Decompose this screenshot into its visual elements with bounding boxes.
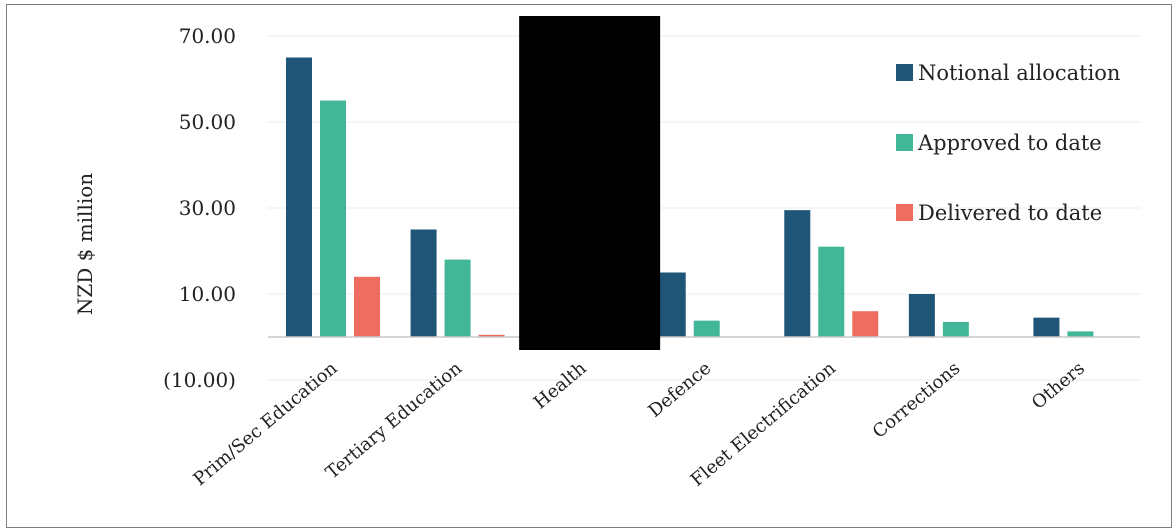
y-tick-label: 10.00	[179, 282, 236, 306]
bar-delivered-to-date	[478, 334, 505, 337]
bar-notional-allocation	[1033, 317, 1060, 337]
category-label: Others	[1028, 358, 1089, 414]
y-tick-label: 30.00	[179, 196, 236, 220]
bar-approved-to-date	[818, 246, 845, 337]
bar-delivered-to-date	[354, 276, 380, 337]
legend-label: Delivered to date	[918, 201, 1102, 225]
bar-approved-to-date	[1067, 331, 1094, 337]
chart-frame	[6, 4, 1172, 528]
legend-label: Notional allocation	[918, 61, 1120, 85]
category-label: Defence	[644, 358, 715, 422]
legend-label: Approved to date	[917, 131, 1102, 155]
bars	[286, 57, 1094, 337]
bar-notional-allocation	[659, 272, 686, 337]
bar-approved-to-date	[693, 320, 720, 337]
y-tick-label: 50.00	[179, 110, 236, 134]
category-label: Tertiary Education	[322, 357, 466, 483]
bar-notional-allocation	[908, 294, 935, 337]
legend-swatch	[896, 204, 913, 221]
bar-notional-allocation	[286, 57, 312, 337]
bar-approved-to-date	[942, 321, 969, 337]
bar-approved-to-date	[320, 100, 346, 337]
legend: Notional allocation Approved to date Deliv…	[896, 61, 1120, 225]
y-tick-label: (10.00)	[163, 368, 236, 392]
y-tick-label: 70.00	[179, 24, 236, 48]
legend-swatch	[896, 134, 913, 151]
y-axis-title: NZD $ million	[73, 173, 97, 315]
bar-delivered-to-date	[852, 311, 879, 337]
y-axis-ticks: 70.00 50.00 30.00 10.00 (10.00)	[163, 24, 236, 392]
legend-swatch	[896, 64, 913, 81]
bar-notional-allocation	[784, 210, 811, 337]
bar-notional-allocation	[410, 229, 437, 337]
bar-approved-to-date	[444, 259, 471, 337]
redaction-box	[519, 16, 661, 350]
category-label: Corrections	[869, 358, 965, 443]
category-label: Health	[530, 357, 591, 413]
